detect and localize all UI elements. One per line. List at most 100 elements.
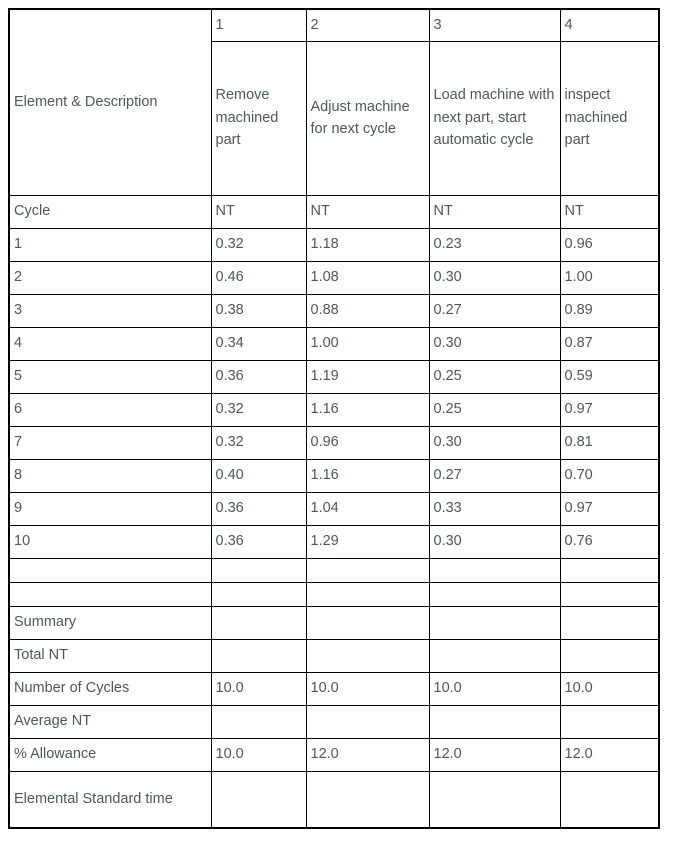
cycle-data-row: 7 0.32 0.96 0.30 0.81 <box>8 425 660 460</box>
cycle-data-row: 4 0.34 1.00 0.30 0.87 <box>8 326 660 361</box>
summary-value-cell: 10.0 <box>210 671 307 706</box>
cycle-data-row: 8 0.40 1.16 0.27 0.70 <box>8 458 660 493</box>
summary-row: Summary <box>8 605 660 640</box>
nt-value-cell: 0.36 <box>210 491 307 526</box>
empty-row <box>8 557 660 583</box>
empty-row <box>8 581 660 607</box>
nt-value-cell: 0.30 <box>428 260 561 295</box>
nt-value-cell: 0.46 <box>210 260 307 295</box>
nt-value-cell: 1.16 <box>305 392 430 427</box>
time-study-table: Element & Description 1 2 3 4 Remove mac… <box>8 8 660 829</box>
nt-value-cell: 0.36 <box>210 359 307 394</box>
nt-value-cell: 0.30 <box>428 425 561 460</box>
element-number-cell: 4 <box>559 8 660 42</box>
summary-value-cell <box>210 638 307 673</box>
cycle-header-label-cell: Cycle <box>8 194 212 229</box>
nt-value-cell: 0.30 <box>428 326 561 361</box>
cycle-data-row: 6 0.32 1.16 0.25 0.97 <box>8 392 660 427</box>
cycle-number-cell: 2 <box>8 260 212 295</box>
nt-header-cell: NT <box>559 194 660 229</box>
corner-header-cell: Element & Description <box>8 8 212 196</box>
cycle-number-cell: 6 <box>8 392 212 427</box>
summary-label-cell: Total NT <box>8 638 212 673</box>
element-description-cell: Adjust machine for next cycle <box>305 40 430 196</box>
summary-value-cell <box>305 704 430 739</box>
summary-value-cell <box>428 605 561 640</box>
nt-value-cell: 0.87 <box>559 326 660 361</box>
summary-value-cell <box>559 704 660 739</box>
empty-cell <box>428 557 561 583</box>
summary-row: % Allowance 10.0 12.0 12.0 12.0 <box>8 737 660 772</box>
summary-label-cell: % Allowance <box>8 737 212 772</box>
nt-value-cell: 0.25 <box>428 359 561 394</box>
element-number-cell: 3 <box>428 8 561 42</box>
element-number-row: Element & Description 1 2 3 4 <box>8 8 660 196</box>
element-number-cell: 2 <box>305 8 430 42</box>
nt-value-cell: 0.89 <box>559 293 660 328</box>
nt-value-cell: 0.30 <box>428 524 561 559</box>
element-description-row: Remove machined part Adjust machine for … <box>9 40 660 196</box>
cycle-data-row: 3 0.38 0.88 0.27 0.89 <box>8 293 660 328</box>
empty-cell <box>8 557 212 583</box>
cycle-number-cell: 1 <box>8 227 212 262</box>
nt-value-cell: 0.81 <box>559 425 660 460</box>
nt-value-cell: 0.97 <box>559 491 660 526</box>
empty-cell <box>305 581 430 607</box>
summary-value-cell: 10.0 <box>428 671 561 706</box>
cycle-data-row: 2 0.46 1.08 0.30 1.00 <box>8 260 660 295</box>
nt-value-cell: 0.36 <box>210 524 307 559</box>
nt-value-cell: 0.33 <box>428 491 561 526</box>
nt-value-cell: 0.38 <box>210 293 307 328</box>
summary-value-cell: 12.0 <box>428 737 561 772</box>
summary-value-cell <box>210 770 307 829</box>
cycle-number-cell: 7 <box>8 425 212 460</box>
summary-value-cell <box>428 638 561 673</box>
element-number-cell: 1 <box>210 8 307 42</box>
empty-cell <box>8 581 212 607</box>
summary-label-cell: Average NT <box>8 704 212 739</box>
nt-value-cell: 1.16 <box>305 458 430 493</box>
summary-value-cell: 12.0 <box>559 737 660 772</box>
nt-value-cell: 1.29 <box>305 524 430 559</box>
summary-value-cell <box>305 770 430 829</box>
summary-label-cell: Elemental Standard time <box>8 770 212 829</box>
nt-value-cell: 1.08 <box>305 260 430 295</box>
cycle-number-cell: 9 <box>8 491 212 526</box>
summary-value-cell <box>210 704 307 739</box>
nt-value-cell: 0.76 <box>559 524 660 559</box>
nt-value-cell: 0.32 <box>210 392 307 427</box>
summary-value-cell <box>559 605 660 640</box>
element-description-cell: Load machine with next part, start autom… <box>428 40 561 196</box>
nt-value-cell: 0.27 <box>428 458 561 493</box>
summary-value-cell: 10.0 <box>305 671 430 706</box>
empty-cell <box>210 557 307 583</box>
summary-value-cell <box>210 605 307 640</box>
nt-header-cell: NT <box>210 194 307 229</box>
nt-value-cell: 0.88 <box>305 293 430 328</box>
cycle-number-cell: 8 <box>8 458 212 493</box>
cycle-data-row: 10 0.36 1.29 0.30 0.76 <box>8 524 660 559</box>
summary-value-cell: 12.0 <box>305 737 430 772</box>
nt-value-cell: 1.04 <box>305 491 430 526</box>
nt-value-cell: 0.34 <box>210 326 307 361</box>
cycle-data-row: 9 0.36 1.04 0.33 0.97 <box>8 491 660 526</box>
nt-value-cell: 0.96 <box>305 425 430 460</box>
nt-value-cell: 1.19 <box>305 359 430 394</box>
nt-value-cell: 0.59 <box>559 359 660 394</box>
nt-value-cell: 0.97 <box>559 392 660 427</box>
nt-value-cell: 0.70 <box>559 458 660 493</box>
nt-value-cell: 0.23 <box>428 227 561 262</box>
cycle-header-row: Cycle NT NT NT NT <box>8 194 660 229</box>
cycle-number-cell: 10 <box>8 524 212 559</box>
nt-value-cell: 0.96 <box>559 227 660 262</box>
empty-cell <box>559 557 660 583</box>
summary-value-cell <box>305 638 430 673</box>
nt-value-cell: 1.00 <box>305 326 430 361</box>
cycle-number-cell: 4 <box>8 326 212 361</box>
nt-value-cell: 0.25 <box>428 392 561 427</box>
cycle-data-row: 1 0.32 1.18 0.23 0.96 <box>8 227 660 262</box>
empty-cell <box>559 581 660 607</box>
summary-value-cell <box>559 770 660 829</box>
cycle-number-cell: 5 <box>8 359 212 394</box>
